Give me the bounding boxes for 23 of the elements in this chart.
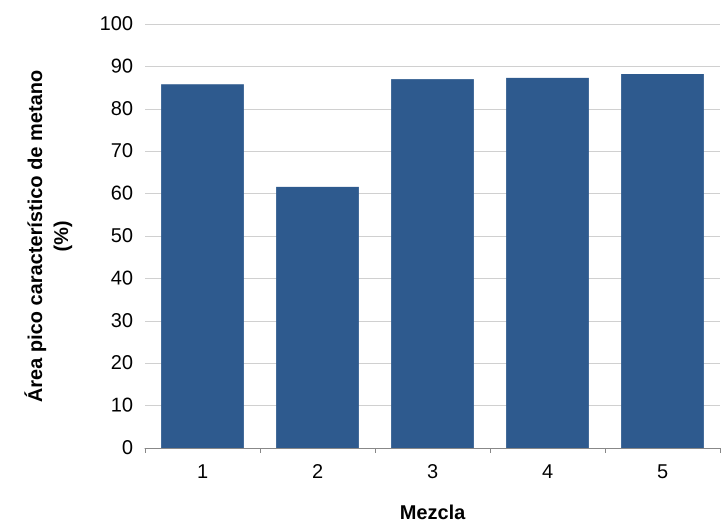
x-axis-title: Mezcla <box>400 502 466 524</box>
y-tick-label: 70 <box>110 140 133 162</box>
y-axis-title: Área pico característico de metano (%) <box>24 70 73 402</box>
y-tick-label: 10 <box>110 394 133 417</box>
bar <box>621 74 704 448</box>
x-tick-label: 2 <box>312 461 324 483</box>
y-tick-label: 60 <box>110 182 133 205</box>
y-tick-label: 50 <box>110 225 133 247</box>
bar <box>276 186 359 448</box>
bar <box>391 79 474 448</box>
bar <box>506 78 589 448</box>
x-tick-label: 4 <box>542 461 554 483</box>
y-tick-label: 0 <box>122 437 133 459</box>
bar <box>161 84 244 448</box>
y-tick-label: 80 <box>110 98 133 120</box>
y-tick-label: 100 <box>100 13 133 35</box>
x-tick-label: 3 <box>426 461 438 483</box>
x-tick-label: 5 <box>656 461 668 483</box>
y-tick-label: 90 <box>110 55 133 78</box>
x-tick-label: 1 <box>196 461 208 483</box>
y-tick-label: 40 <box>110 267 133 290</box>
y-tick-label: 20 <box>110 352 133 374</box>
y-tick-label: 30 <box>110 310 133 332</box>
